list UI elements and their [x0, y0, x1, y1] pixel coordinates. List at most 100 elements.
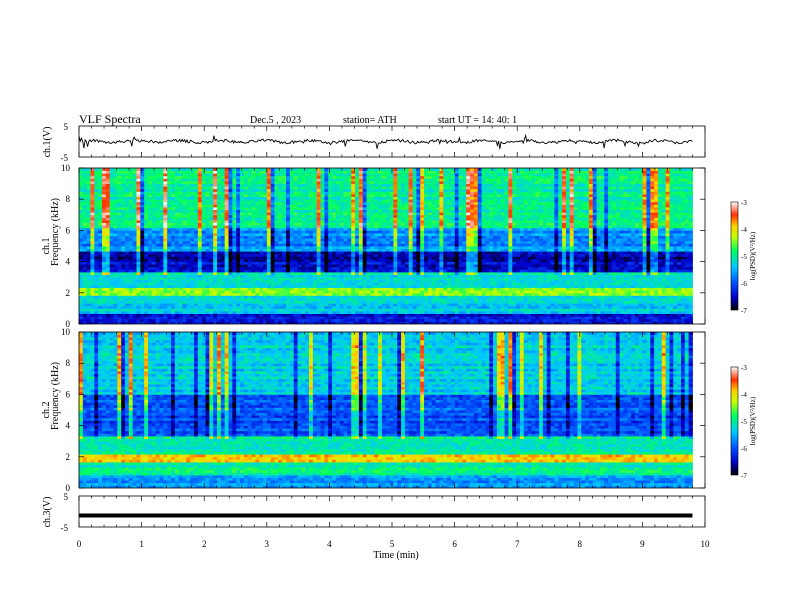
spectrogram-cell	[113, 196, 118, 200]
spectrogram-cell	[389, 207, 394, 210]
spectrogram-cell	[266, 209, 272, 213]
spectrogram-cell	[393, 173, 398, 177]
spectrogram-cell	[385, 277, 390, 281]
spectrogram-cell	[82, 282, 88, 286]
spectrogram-cell	[194, 246, 199, 249]
spectrogram-cell	[102, 282, 107, 286]
spectrogram-cell	[125, 256, 130, 260]
spectrogram-cell	[159, 259, 164, 262]
spectrogram-cell	[194, 256, 199, 260]
spectrogram-cell	[182, 259, 187, 262]
spectrogram-cell	[312, 266, 318, 270]
spectrogram-cell	[79, 230, 84, 234]
spectrogram-cell	[312, 235, 318, 239]
spectrogram-cell	[236, 266, 241, 270]
spectrogram-cell	[309, 266, 314, 270]
spectrogram-cell	[343, 199, 348, 203]
spectrogram-cell	[251, 199, 256, 203]
spectrogram-cell	[289, 311, 295, 314]
spectrogram-cell	[209, 217, 214, 221]
spectrogram-cell	[90, 183, 95, 187]
spectrogram-cell	[209, 318, 214, 322]
spectrogram-cell	[255, 274, 260, 278]
spectrogram-cell	[117, 274, 122, 278]
spectrogram-cell	[366, 212, 371, 216]
spectrogram-cell	[289, 266, 295, 270]
spectrogram-cell	[171, 188, 176, 192]
spectrogram-cell	[94, 259, 99, 262]
spectrogram-cell	[82, 204, 88, 208]
spectrogram-cell	[247, 251, 252, 255]
spectrogram-cell	[316, 266, 321, 270]
spectrogram-cell	[305, 201, 310, 205]
spectrogram-cell	[178, 292, 183, 296]
spectrogram-cell	[86, 233, 91, 236]
spectrogram-cell	[102, 175, 107, 179]
spectrogram-cell	[274, 321, 279, 324]
spectrogram-cell	[301, 225, 306, 229]
spectrogram-cell	[197, 199, 203, 203]
spectrogram-cell	[335, 168, 341, 171]
spectrogram-cell	[186, 222, 191, 226]
spectrogram-cell	[339, 196, 344, 200]
spectrogram-cell	[155, 318, 160, 322]
spectrogram-cell	[266, 181, 272, 184]
spectrogram-cell	[251, 170, 256, 174]
spectrogram-cell	[358, 217, 364, 221]
spectrogram-cell	[309, 209, 314, 213]
spectrogram-cell	[328, 201, 333, 205]
spectrogram-cell	[351, 318, 356, 322]
spectrogram-cell	[220, 227, 226, 231]
spectrogram-cell	[94, 201, 99, 205]
spectrogram-cell	[274, 183, 279, 187]
spectrogram-cell	[305, 285, 310, 288]
spectrogram-cell	[370, 292, 375, 296]
spectrogram-cell	[220, 282, 226, 286]
spectrogram-cell	[213, 261, 218, 265]
spectrogram-cell	[339, 209, 344, 213]
spectrogram-cell	[339, 175, 344, 179]
spectrogram-cell	[247, 303, 252, 307]
spectrogram-cell	[381, 181, 387, 184]
spectrogram-cell	[347, 261, 352, 265]
spectrogram-cell	[194, 277, 199, 281]
spectrogram-cell	[109, 181, 114, 184]
spectrogram-cell	[105, 295, 111, 299]
spectrogram-cell	[289, 292, 295, 296]
spectrogram-cell	[155, 168, 160, 171]
spectrogram-cell	[79, 266, 84, 270]
spectrogram-cell	[132, 220, 137, 223]
spectrogram-cell	[117, 243, 122, 247]
spectrogram-cell	[121, 181, 126, 184]
spectrogram-cell	[339, 253, 344, 257]
spectrogram-cell	[282, 256, 287, 260]
spectrogram-cell	[186, 292, 191, 296]
spectrogram-cell	[385, 313, 390, 317]
spectrogram-cell	[217, 321, 222, 324]
spectrogram-cell	[366, 308, 371, 312]
spectrogram-cell	[385, 279, 390, 283]
spectrogram-cell	[113, 274, 118, 278]
spectrogram-cell	[289, 261, 295, 265]
spectrogram-cell	[381, 305, 387, 309]
spectrogram-cell	[278, 168, 283, 171]
spectrogram-cell	[358, 295, 364, 299]
spectrogram-cell	[232, 204, 237, 208]
spectrogram-cell	[362, 233, 367, 236]
spectrogram-cell	[286, 170, 291, 174]
spectrogram-cell	[282, 311, 287, 314]
spectrogram-cell	[132, 173, 137, 177]
spectrogram-cell	[79, 311, 84, 314]
spectrogram-cell	[228, 181, 233, 184]
spectrogram-cell	[182, 313, 187, 317]
spectrogram-cell	[243, 168, 249, 171]
spectrogram-cell	[109, 196, 114, 200]
spectrogram-cell	[174, 246, 180, 249]
spectrogram-cell	[335, 269, 341, 273]
spectrogram-cell	[374, 209, 379, 213]
spectrogram-cell	[125, 243, 130, 247]
spectrogram-cell	[86, 256, 91, 260]
spectrogram-cell	[347, 274, 352, 278]
spectrogram-cell	[259, 300, 264, 304]
spectrogram-cell	[174, 290, 180, 294]
